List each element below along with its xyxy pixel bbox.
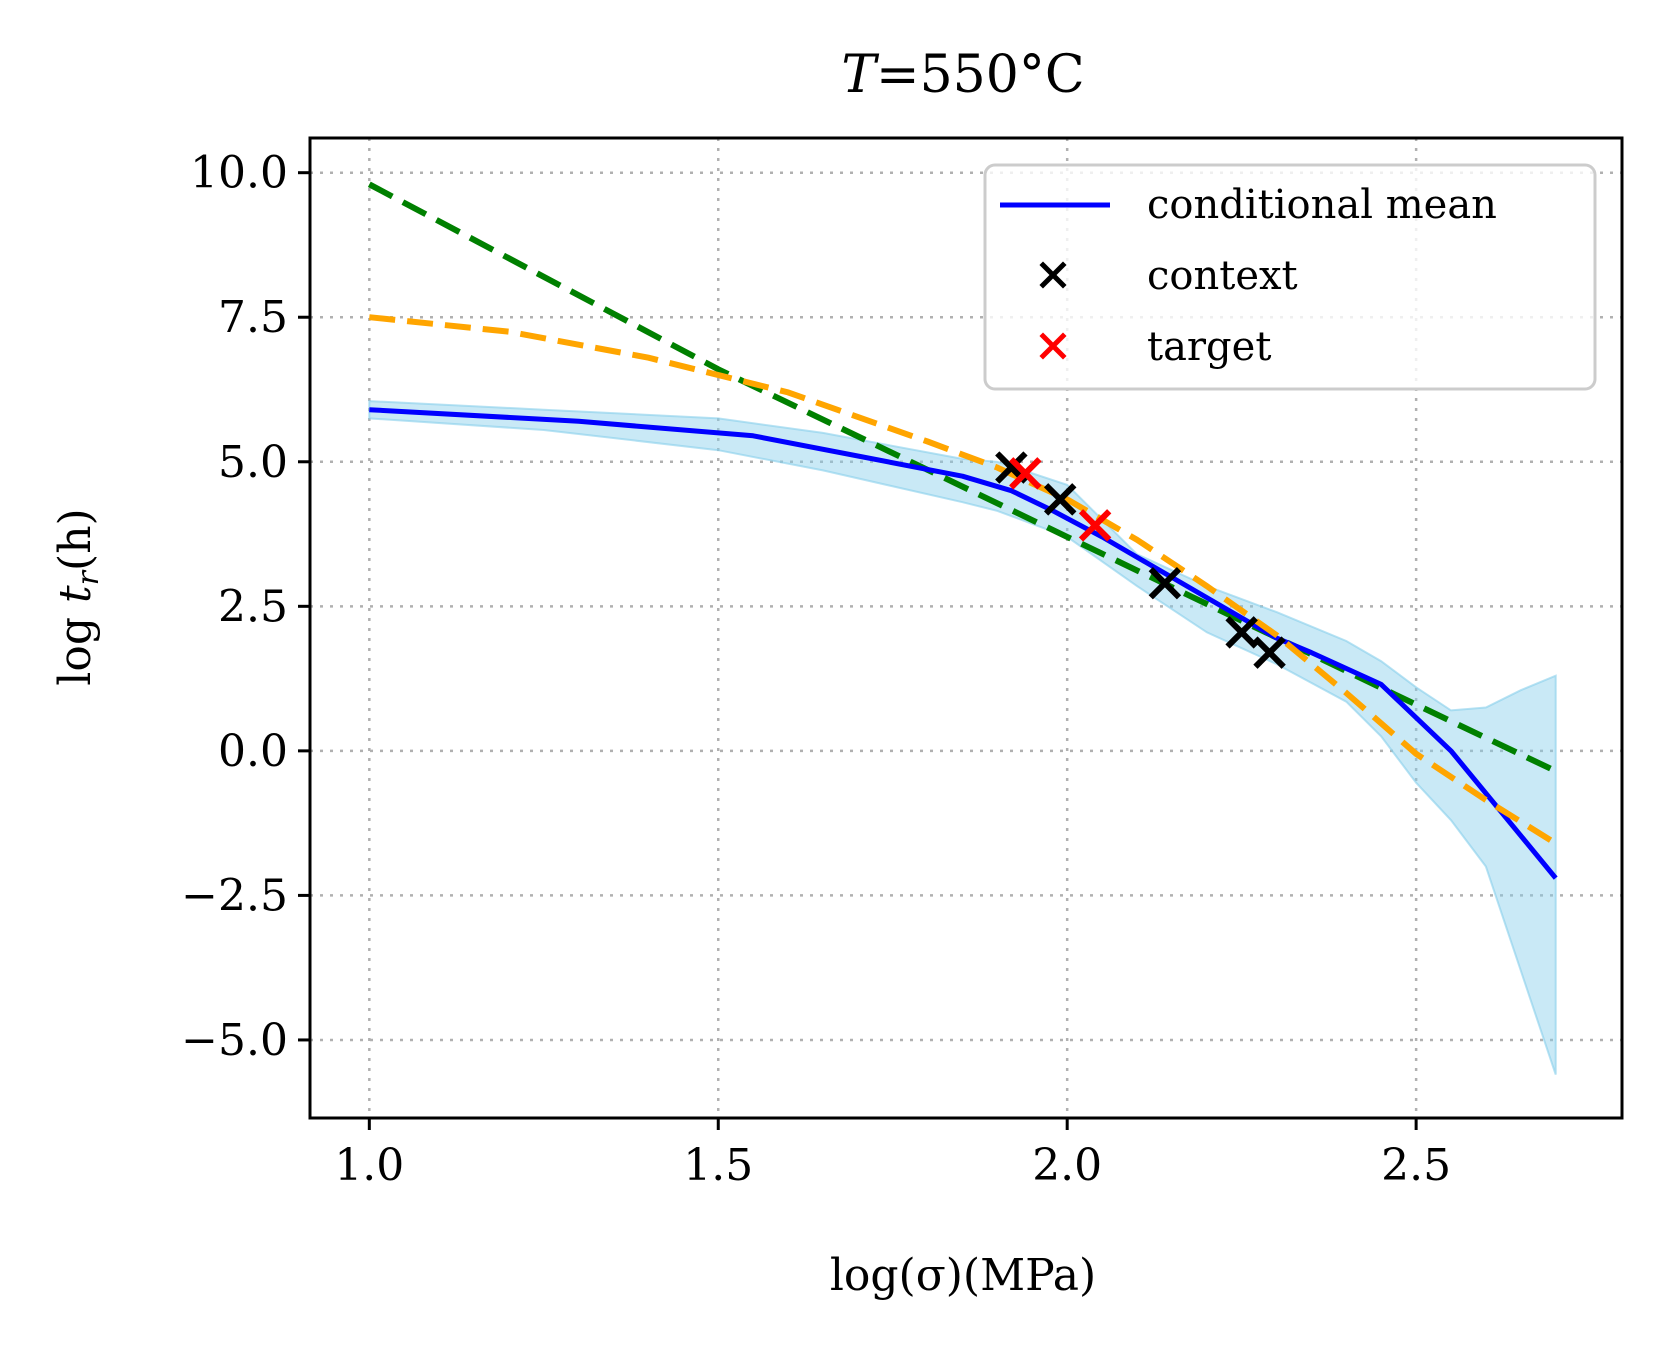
context-point-2 — [1148, 566, 1182, 600]
grid-lines — [310, 138, 1622, 1118]
uncertainty-band-layer — [368, 400, 1557, 1075]
y-tick-label-1: 7.5 — [218, 292, 288, 343]
series-line-green-dashed — [367, 181, 1557, 774]
legend-box — [983, 163, 1597, 391]
y-axis-label: log tr(h) — [50, 508, 106, 685]
legend: conditional mean context target — [983, 163, 1597, 391]
uncertainty-band — [368, 400, 1557, 1075]
context-point-1 — [1043, 483, 1077, 516]
context-point-4 — [1253, 636, 1286, 669]
series-line-conditional-mean — [369, 407, 1558, 880]
marker-layer — [995, 451, 1286, 669]
legend-label-context: context — [1147, 253, 1298, 299]
legend-label-target: target — [1147, 324, 1271, 370]
y-tick-label-4: 0.0 — [218, 726, 288, 777]
target-point-1 — [1078, 509, 1112, 542]
legend-swatch-target — [1039, 332, 1067, 360]
target-point-0 — [1009, 457, 1042, 490]
y-tick-label-5: −2.5 — [181, 870, 288, 921]
x-tick-label-1: 1.5 — [683, 1140, 753, 1191]
x-tick-label-2: 2.0 — [1032, 1140, 1102, 1191]
y-tick-label-6: −5.0 — [181, 1015, 288, 1066]
y-tick-label-0: 10.0 — [190, 148, 288, 199]
x-tick-label-3: 2.5 — [1381, 1140, 1451, 1191]
legend-label-conditional-mean: conditional mean — [1147, 182, 1497, 228]
plot-frame — [308, 136, 1624, 1120]
y-tick-label-2: 5.0 — [218, 437, 288, 488]
y-axis-ticks: 10.0 7.5 5.0 2.5 0.0 −2.5 −5.0 — [181, 148, 310, 1066]
chart-title: T=550°C — [841, 45, 1084, 105]
legend-swatch-context — [1039, 261, 1067, 289]
x-tick-label-0: 1.0 — [334, 1140, 404, 1191]
context-point-3 — [1225, 616, 1258, 649]
y-tick-label-3: 2.5 — [218, 581, 288, 632]
x-axis-ticks: 1.0 1.5 2.0 2.5 — [334, 1118, 1451, 1191]
x-axis-label: log(σ)(MPa) — [830, 1250, 1096, 1301]
series-line-orange-dashed — [368, 314, 1558, 846]
